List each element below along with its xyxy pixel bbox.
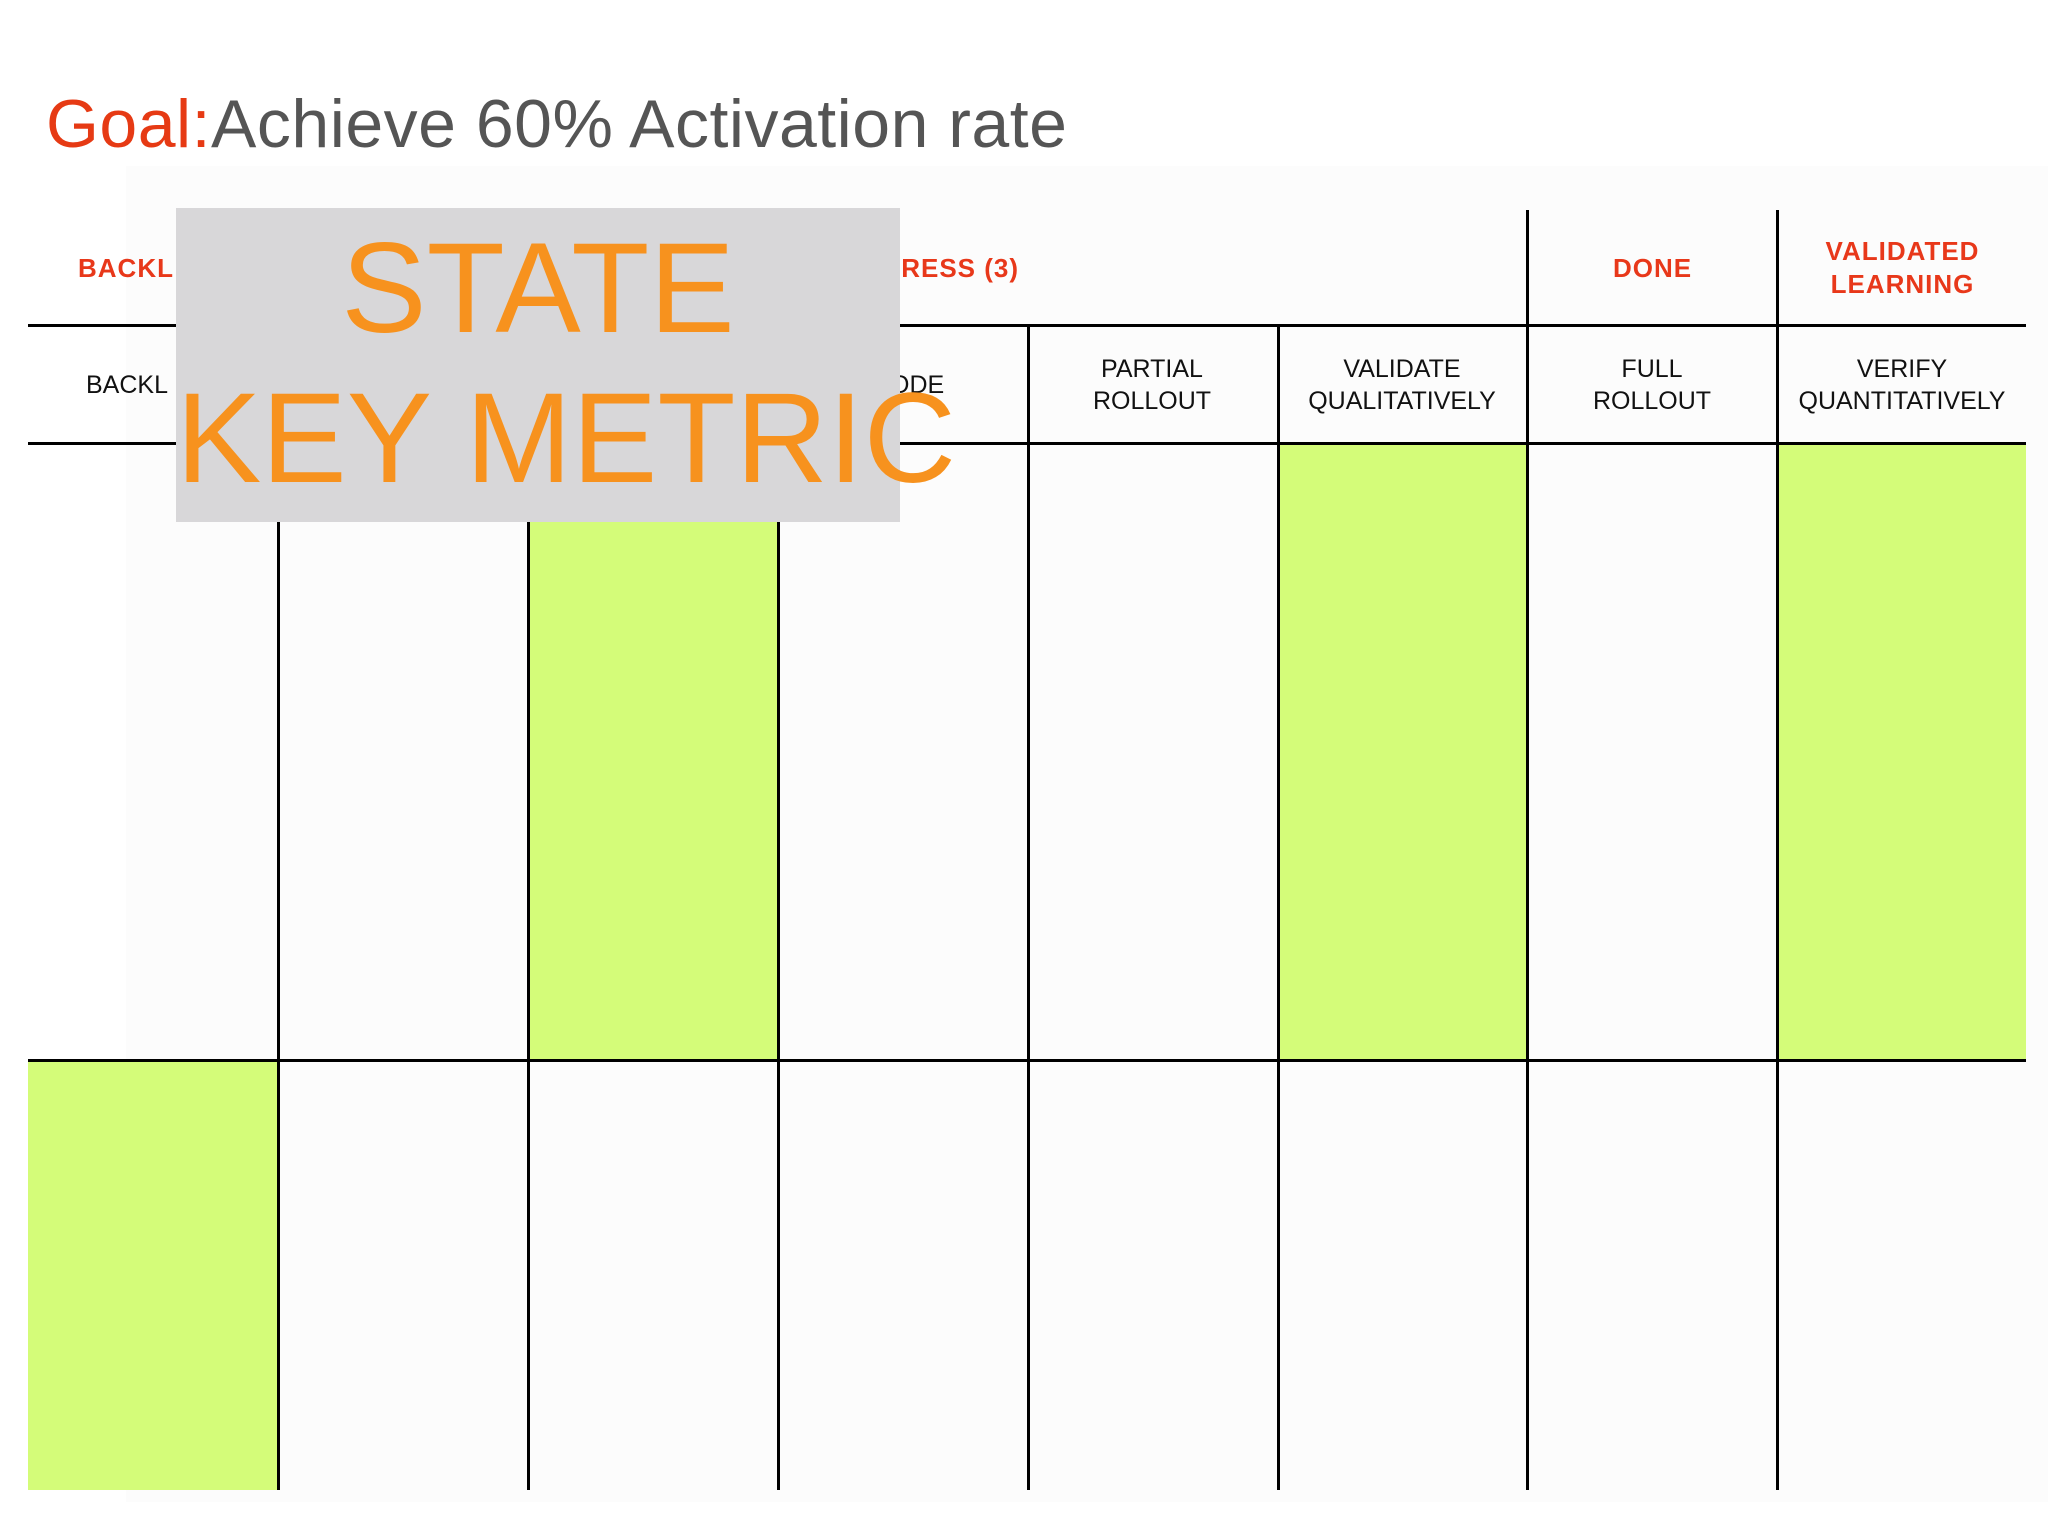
group-header-validated-line1: VALIDATED <box>1825 236 1980 266</box>
group-header-validated-learning: VALIDATED LEARNING <box>1779 235 2026 301</box>
grid-line-col6 <box>1526 210 1529 1490</box>
grid-line-col1 <box>277 442 280 1490</box>
column-header-partial-rollout: PARTIAL ROLLOUT <box>1092 355 1212 415</box>
group-header-done: DONE <box>1612 253 1693 283</box>
page-title: Goal:Achieve 60% Activation rate <box>46 84 1067 164</box>
highlight-cell-code-row1 <box>528 445 777 1059</box>
overlay-line2: KEY METRIC <box>176 367 956 510</box>
column-header-backlog: BACKL <box>86 371 168 399</box>
column-header-validate-qualitatively: VALIDATE QUALITATIVELY <box>1308 355 1496 415</box>
grid-line-col4 <box>1027 324 1030 1490</box>
overlay-line1: STATE <box>341 217 735 360</box>
grid-line-col3 <box>777 442 780 1490</box>
group-header-validated-line2: LEARNING <box>1830 269 1975 299</box>
goal-text: Achieve 60% Activation rate <box>211 86 1068 162</box>
goal-label: Goal: <box>46 86 212 162</box>
highlight-cell-verify-row1 <box>1778 445 2026 1059</box>
state-key-metric-overlay: STATE KEY METRIC <box>176 208 956 522</box>
column-header-full-rollout: FULL ROLLOUT <box>1592 355 1712 415</box>
group-header-in-progress: GRESS (3) <box>880 253 1020 283</box>
highlight-cell-validate-row1 <box>1278 445 1526 1059</box>
grid-line-col2 <box>527 442 530 1490</box>
grid-line-col5 <box>1277 324 1280 1490</box>
column-header-verify-quantitatively: VERIFY QUANTITATIVELY <box>1798 355 2006 415</box>
highlight-cell-backlog-row2 <box>28 1062 278 1490</box>
group-header-backlog: BACKL <box>78 253 174 283</box>
grid-line-col7 <box>1776 210 1779 1490</box>
